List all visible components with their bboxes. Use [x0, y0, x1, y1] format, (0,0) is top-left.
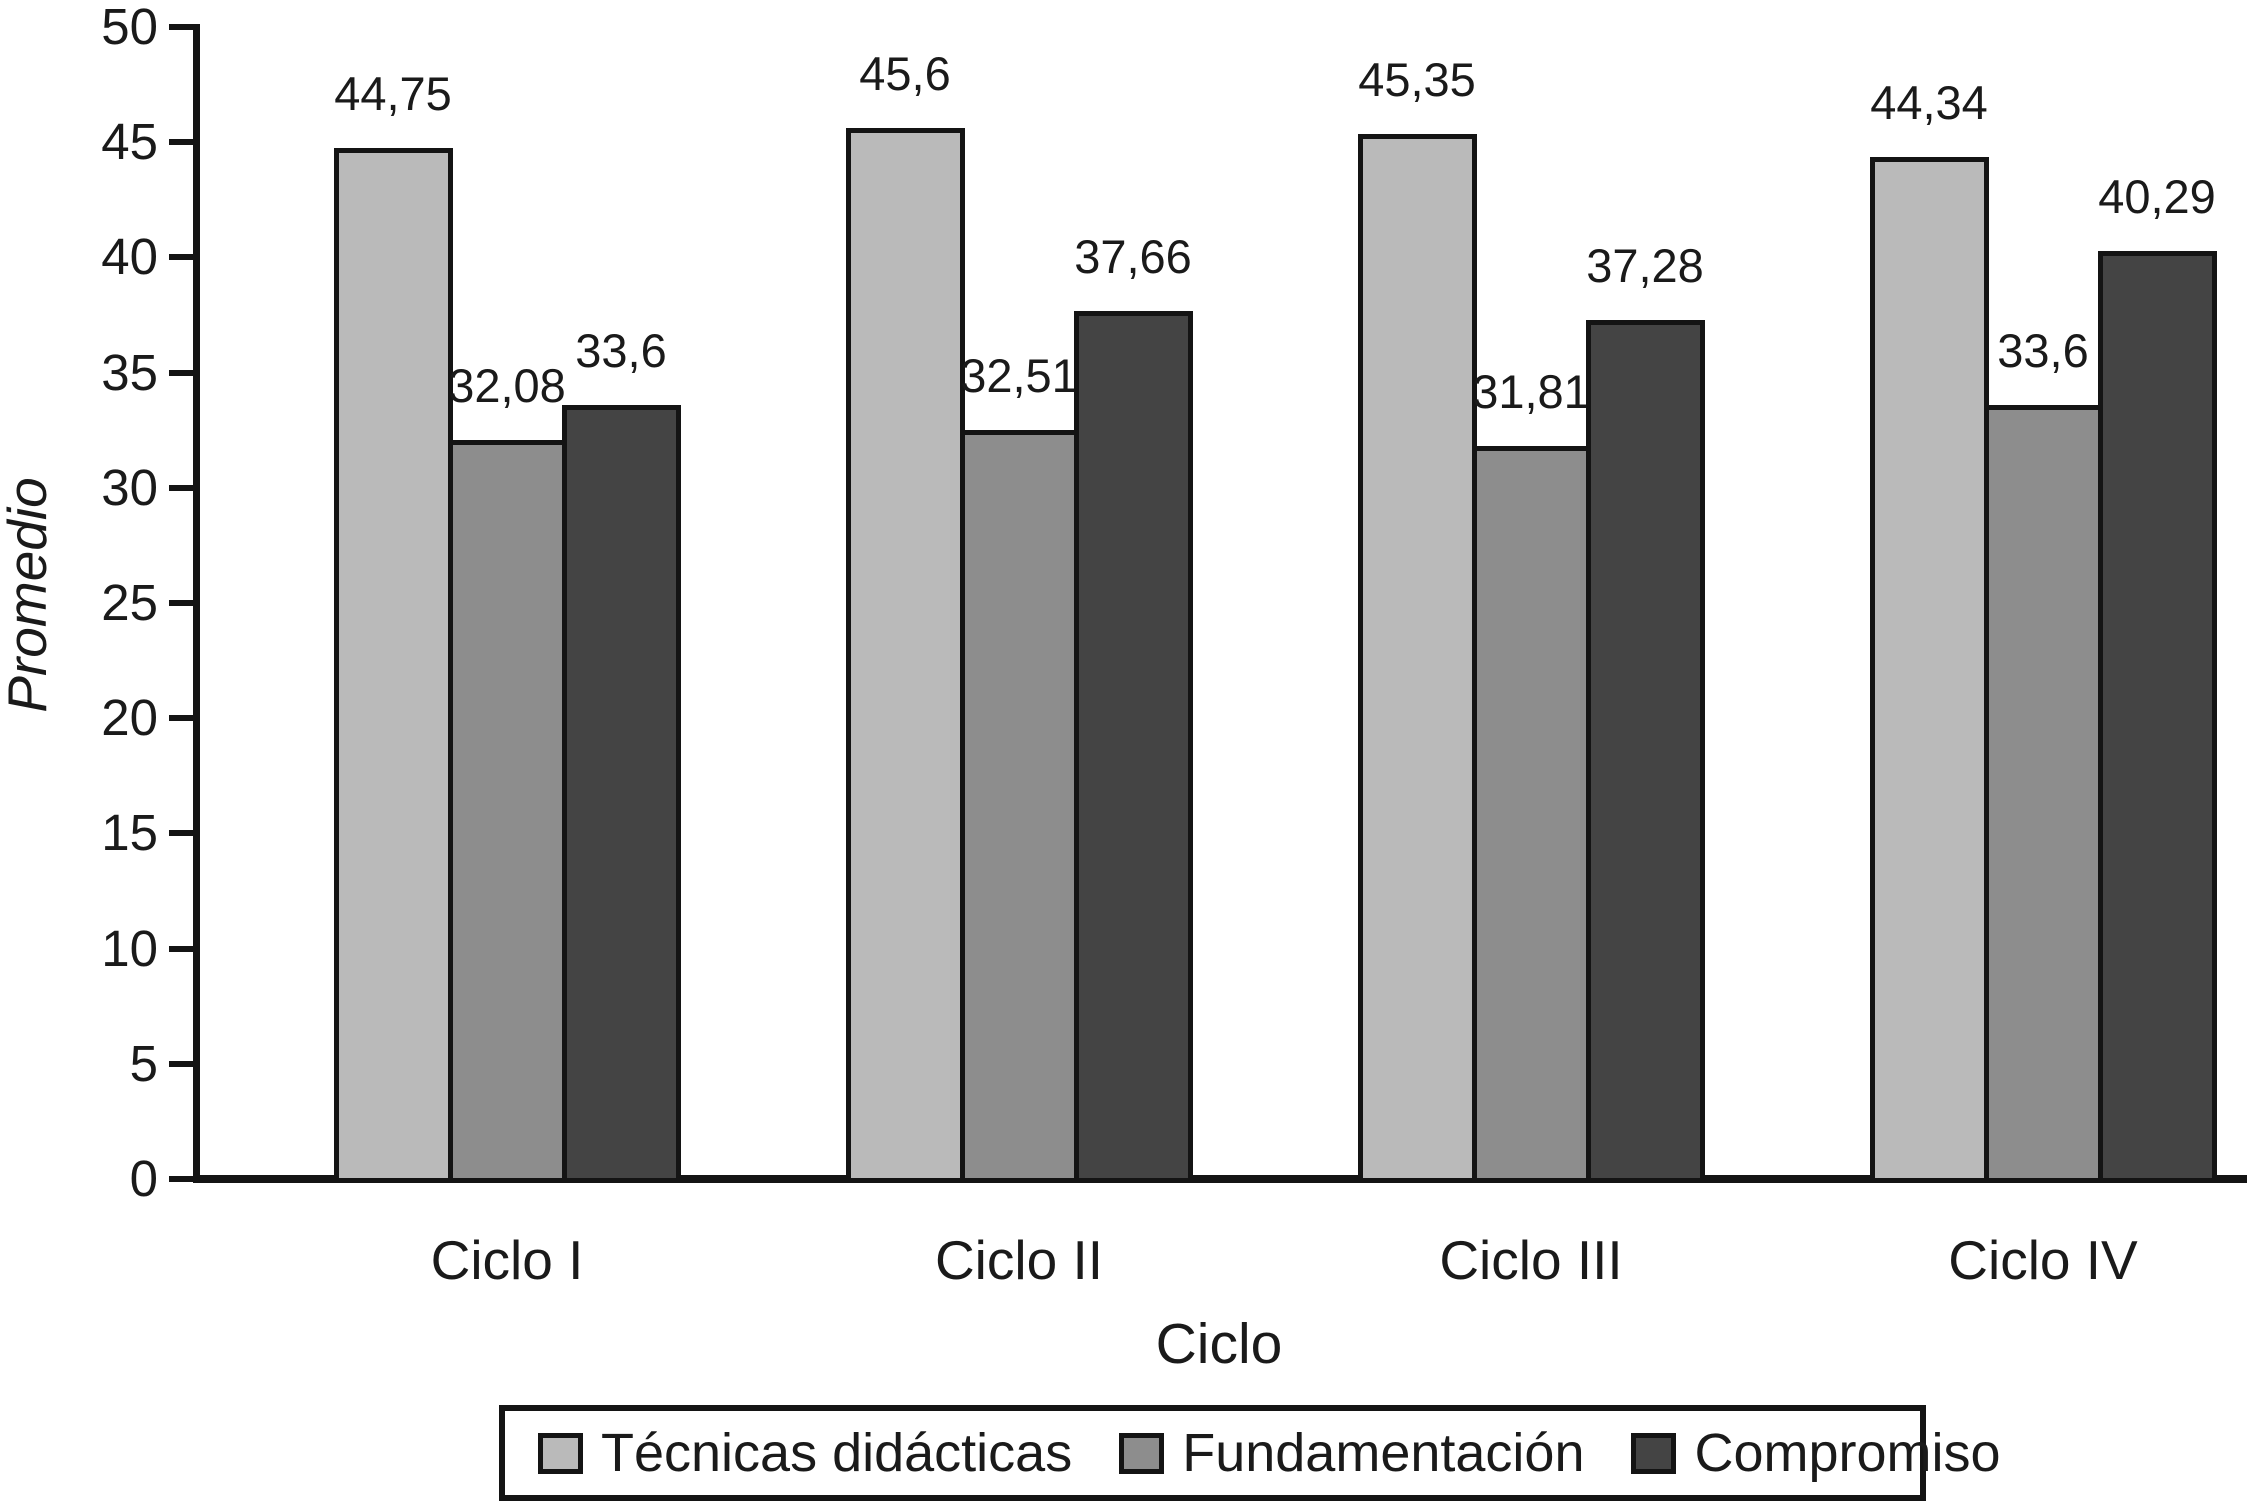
y-tick-label: 5 — [129, 1034, 158, 1092]
bar-value-label: 44,34 — [1870, 76, 1988, 130]
bar-value-label: 33,6 — [575, 323, 667, 377]
y-tick-mark — [169, 254, 194, 261]
bar — [959, 429, 1079, 1183]
x-category-label: Ciclo IV — [1948, 1229, 2138, 1291]
y-tick-mark — [169, 945, 194, 952]
bar — [1073, 311, 1193, 1183]
bar — [1585, 320, 1705, 1183]
y-tick-label: 0 — [129, 1150, 158, 1207]
bar-value-label: 37,66 — [1074, 230, 1192, 284]
bar — [845, 128, 965, 1183]
y-tick-mark — [169, 24, 194, 30]
y-tick-mark — [169, 1176, 194, 1182]
x-category-label: Ciclo I — [430, 1229, 584, 1291]
bar-value-label: 32,51 — [960, 348, 1078, 402]
y-tick-mark — [169, 715, 194, 722]
x-axis-line — [193, 1175, 2247, 1183]
legend-label: Técnicas didácticas — [601, 1423, 1073, 1483]
y-tick-label: 35 — [101, 343, 158, 401]
y-tick-label: 25 — [101, 574, 158, 631]
legend-entry: Compromiso — [1631, 1423, 2001, 1483]
y-tick-mark — [169, 830, 194, 837]
bar — [333, 147, 453, 1183]
bar-value-label: 33,6 — [1997, 323, 2089, 377]
bar — [447, 439, 567, 1183]
legend-swatch — [538, 1432, 583, 1474]
y-tick-label: 45 — [101, 113, 158, 171]
bar-value-label: 37,28 — [1586, 239, 1704, 293]
y-tick-mark — [169, 139, 194, 146]
x-category-label: Ciclo III — [1439, 1229, 1623, 1291]
legend-swatch — [1119, 1432, 1165, 1474]
y-tick-mark — [169, 600, 194, 606]
y-tick-label: 40 — [101, 228, 158, 286]
bar — [2097, 250, 2217, 1183]
bar — [1869, 157, 1989, 1183]
bar-value-label: 40,29 — [2098, 169, 2216, 223]
y-tick-label: 20 — [101, 689, 158, 747]
y-tick-mark — [169, 369, 194, 376]
bar-value-label: 32,08 — [448, 358, 566, 412]
legend-label: Fundamentación — [1182, 1423, 1585, 1483]
bar — [1357, 134, 1477, 1183]
bar — [1471, 446, 1591, 1183]
legend-label: Compromiso — [1694, 1423, 2001, 1483]
y-tick-label: 10 — [101, 919, 158, 977]
bar-value-label: 45,35 — [1358, 53, 1476, 107]
bar-value-label: 44,75 — [334, 66, 452, 120]
x-category-label: Ciclo II — [934, 1229, 1104, 1291]
y-axis-line — [193, 24, 200, 1183]
bar-value-label: 45,6 — [859, 47, 951, 101]
y-tick-mark — [169, 484, 194, 491]
bar-value-label: 31,81 — [1472, 365, 1590, 419]
y-tick-label: 30 — [101, 458, 158, 516]
legend: Técnicas didácticas Fundamentación Comprom… — [499, 1405, 2001, 1501]
x-axis-title: Ciclo — [1155, 1312, 1283, 1376]
y-tick-label: 15 — [101, 804, 158, 862]
legend-entry: Fundamentación — [1119, 1424, 1584, 1482]
legend-entry: Técnicas didácticas — [538, 1424, 1072, 1482]
bar — [561, 404, 681, 1183]
y-tick-label: 50 — [101, 0, 158, 55]
legend-swatch — [1631, 1432, 1677, 1474]
bar — [1983, 404, 2103, 1183]
y-tick-mark — [169, 1060, 194, 1067]
